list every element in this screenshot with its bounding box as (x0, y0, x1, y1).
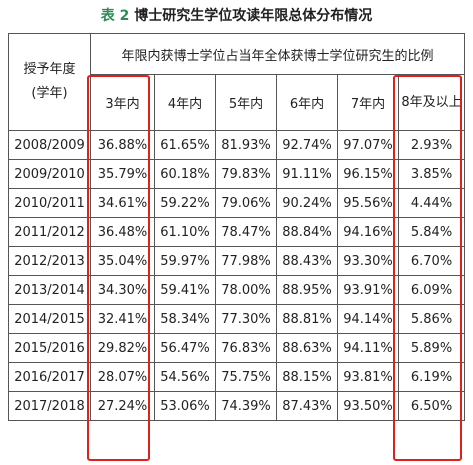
value-cell: 58.34% (154, 304, 216, 334)
value-cell: 32.41% (90, 304, 155, 334)
value-cell: 56.47% (154, 333, 216, 363)
value-cell: 27.24% (90, 391, 155, 421)
highlight-box-8y-column (393, 75, 462, 461)
year-cell: 2011/2012 (8, 217, 91, 247)
value-cell: 28.07% (90, 362, 155, 392)
value-cell: 36.88% (90, 130, 155, 160)
value-cell: 6.09% (397, 275, 466, 305)
value-cell: 94.16% (337, 217, 399, 247)
value-cell: 94.11% (337, 333, 399, 363)
col-header-4y: 4年内 (154, 74, 216, 131)
value-cell: 88.95% (276, 275, 338, 305)
table-row: 2014/2015 32.41% 58.34% 77.30% 88.81% 94.14% 5… (8, 304, 466, 334)
value-cell: 36.48% (90, 217, 155, 247)
value-cell: 76.83% (215, 333, 277, 363)
value-cell: 35.79% (90, 159, 155, 189)
year-cell: 2014/2015 (8, 304, 91, 334)
year-cell: 2015/2016 (8, 333, 91, 363)
value-cell: 61.10% (154, 217, 216, 247)
value-cell: 93.50% (337, 391, 399, 421)
value-cell: 59.22% (154, 188, 216, 218)
value-cell: 88.15% (276, 362, 338, 392)
value-cell: 88.43% (276, 246, 338, 276)
value-cell: 6.50% (397, 391, 466, 421)
value-cell: 53.06% (154, 391, 216, 421)
year-header-line2: (学年) (31, 86, 68, 101)
doctoral-duration-table: 授予年度 (学年) 年限内获博士学位占当年全体获博士学位研究生的比例 3年内 4… (8, 33, 466, 421)
value-cell: 94.14% (337, 304, 399, 334)
table-row: 2016/2017 28.07% 54.56% 75.75% 88.15% 93.81% 6… (8, 362, 466, 392)
value-cell: 88.81% (276, 304, 338, 334)
year-cell: 2009/2010 (8, 159, 91, 189)
value-cell: 97.07% (337, 130, 399, 160)
value-cell: 61.65% (154, 130, 216, 160)
value-cell: 54.56% (154, 362, 216, 392)
group-header: 年限内获博士学位占当年全体获博士学位研究生的比例 (89, 33, 466, 75)
value-cell: 5.89% (397, 333, 466, 363)
col-header-6y: 6年内 (276, 74, 338, 131)
value-cell: 93.91% (337, 275, 399, 305)
value-cell: 5.84% (397, 217, 466, 247)
value-cell: 75.75% (215, 362, 277, 392)
col-header-8y-plus: 8年及以上 (397, 74, 466, 131)
value-cell: 34.30% (90, 275, 155, 305)
value-cell: 6.70% (397, 246, 466, 276)
value-cell: 34.61% (90, 188, 155, 218)
value-cell: 90.24% (276, 188, 338, 218)
year-cell: 2017/2018 (8, 391, 91, 421)
value-cell: 77.30% (215, 304, 277, 334)
value-cell: 93.30% (337, 246, 399, 276)
value-cell: 88.63% (276, 333, 338, 363)
col-header-7y: 7年内 (337, 74, 399, 131)
table-row: 2011/2012 36.48% 61.10% 78.47% 88.84% 94.16% 5… (8, 217, 466, 247)
value-cell: 87.43% (276, 391, 338, 421)
table-row: 2015/2016 29.82% 56.47% 76.83% 88.63% 94.11% 5… (8, 333, 466, 363)
table-number: 表 2 (100, 8, 130, 24)
table-title: 博士研究生学位攻读年限总体分布情况 (134, 8, 373, 24)
value-cell: 60.18% (154, 159, 216, 189)
year-cell: 2012/2013 (8, 246, 91, 276)
value-cell: 74.39% (215, 391, 277, 421)
value-cell: 29.82% (90, 333, 155, 363)
value-cell: 91.11% (276, 159, 338, 189)
value-cell: 59.97% (154, 246, 216, 276)
table-body: 2008/2009 36.88% 61.65% 81.93% 92.74% 97.07% 2… (8, 130, 466, 421)
value-cell: 77.98% (215, 246, 277, 276)
value-cell: 96.15% (337, 159, 399, 189)
year-cell: 2013/2014 (8, 275, 91, 305)
year-header: 授予年度 (学年) (8, 33, 91, 131)
table-row: 2017/2018 27.24% 53.06% 74.39% 87.43% 93.50% 6… (8, 391, 466, 421)
value-cell: 95.56% (337, 188, 399, 218)
value-cell: 92.74% (276, 130, 338, 160)
value-cell: 78.00% (215, 275, 277, 305)
year-cell: 2010/2011 (8, 188, 91, 218)
table-caption: 表 2 博士研究生学位攻读年限总体分布情况 (0, 0, 473, 32)
value-cell: 79.06% (215, 188, 277, 218)
value-cell: 59.41% (154, 275, 216, 305)
value-cell: 3.85% (397, 159, 466, 189)
highlight-box-3y-column (87, 75, 150, 461)
value-cell: 93.81% (337, 362, 399, 392)
year-cell: 2016/2017 (8, 362, 91, 392)
value-cell: 78.47% (215, 217, 277, 247)
value-cell: 5.86% (397, 304, 466, 334)
col-header-5y: 5年内 (215, 74, 277, 131)
value-cell: 4.44% (397, 188, 466, 218)
value-cell: 79.83% (215, 159, 277, 189)
year-cell: 2008/2009 (8, 130, 91, 160)
table-row: 2013/2014 34.30% 59.41% 78.00% 88.95% 93.91% 6… (8, 275, 466, 305)
value-cell: 81.93% (215, 130, 277, 160)
table-row: 2010/2011 34.61% 59.22% 79.06% 90.24% 95.56% 4… (8, 188, 466, 218)
table-row: 2009/2010 35.79% 60.18% 79.83% 91.11% 96.15% 3… (8, 159, 466, 189)
value-cell: 88.84% (276, 217, 338, 247)
year-header-line1: 授予年度 (23, 62, 76, 77)
